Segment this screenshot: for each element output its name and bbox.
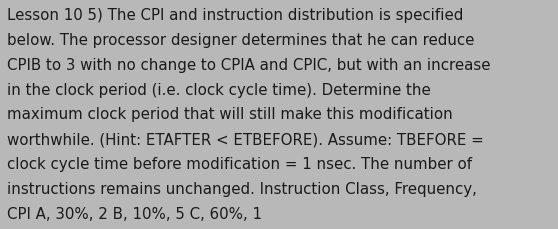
Text: Lesson 10 5) The CPI and instruction distribution is specified: Lesson 10 5) The CPI and instruction dis… xyxy=(7,8,464,23)
Text: below. The processor designer determines that he can reduce: below. The processor designer determines… xyxy=(7,33,475,48)
Text: CPIB to 3 with no change to CPIA and CPIC, but with an increase: CPIB to 3 with no change to CPIA and CPI… xyxy=(7,57,490,72)
Text: CPI A, 30%, 2 B, 10%, 5 C, 60%, 1: CPI A, 30%, 2 B, 10%, 5 C, 60%, 1 xyxy=(7,206,262,221)
Text: maximum clock period that will still make this modification: maximum clock period that will still mak… xyxy=(7,107,453,122)
Text: in the clock period (i.e. clock cycle time). Determine the: in the clock period (i.e. clock cycle ti… xyxy=(7,82,431,97)
Text: instructions remains unchanged. Instruction Class, Frequency,: instructions remains unchanged. Instruct… xyxy=(7,181,477,196)
Text: worthwhile. (Hint: ETAFTER < ETBEFORE). Assume: TBEFORE =: worthwhile. (Hint: ETAFTER < ETBEFORE). … xyxy=(7,132,484,147)
Text: clock cycle time before modification = 1 nsec. The number of: clock cycle time before modification = 1… xyxy=(7,156,473,171)
